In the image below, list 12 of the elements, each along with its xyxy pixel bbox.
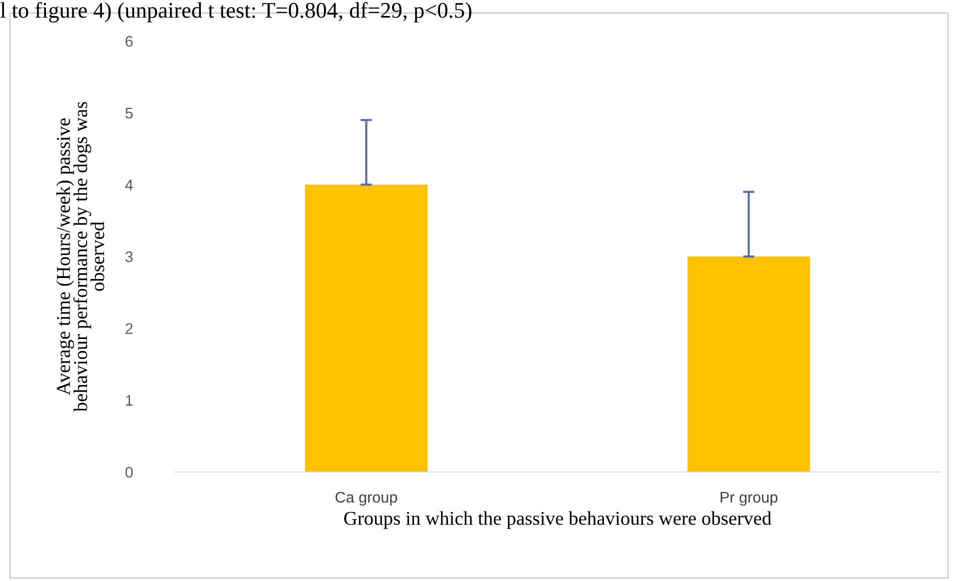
x-tick-label: Pr group (720, 492, 778, 506)
x-axis-title: Groups in which the passive behaviours were observed (344, 511, 772, 529)
y-tick-label: 3 (125, 251, 133, 262)
y-tick-label: 6 (126, 36, 133, 47)
y-tick-label: 4 (125, 180, 133, 190)
y-axis-title: Average time (Hours/week) passive behaviour performance by the dogs was observed (56, 102, 104, 412)
x-tick-label: Ca group (336, 492, 398, 506)
text: l to figure 4) (unpaired t test: T=0.804, df=29, p<0.5) (0, 2, 472, 22)
y-tick-label: 0 (125, 466, 133, 478)
y-tick-label: 2 (126, 323, 133, 334)
y-tick-label: 5 (125, 108, 133, 119)
y-tick-label: 1 (126, 395, 133, 406)
